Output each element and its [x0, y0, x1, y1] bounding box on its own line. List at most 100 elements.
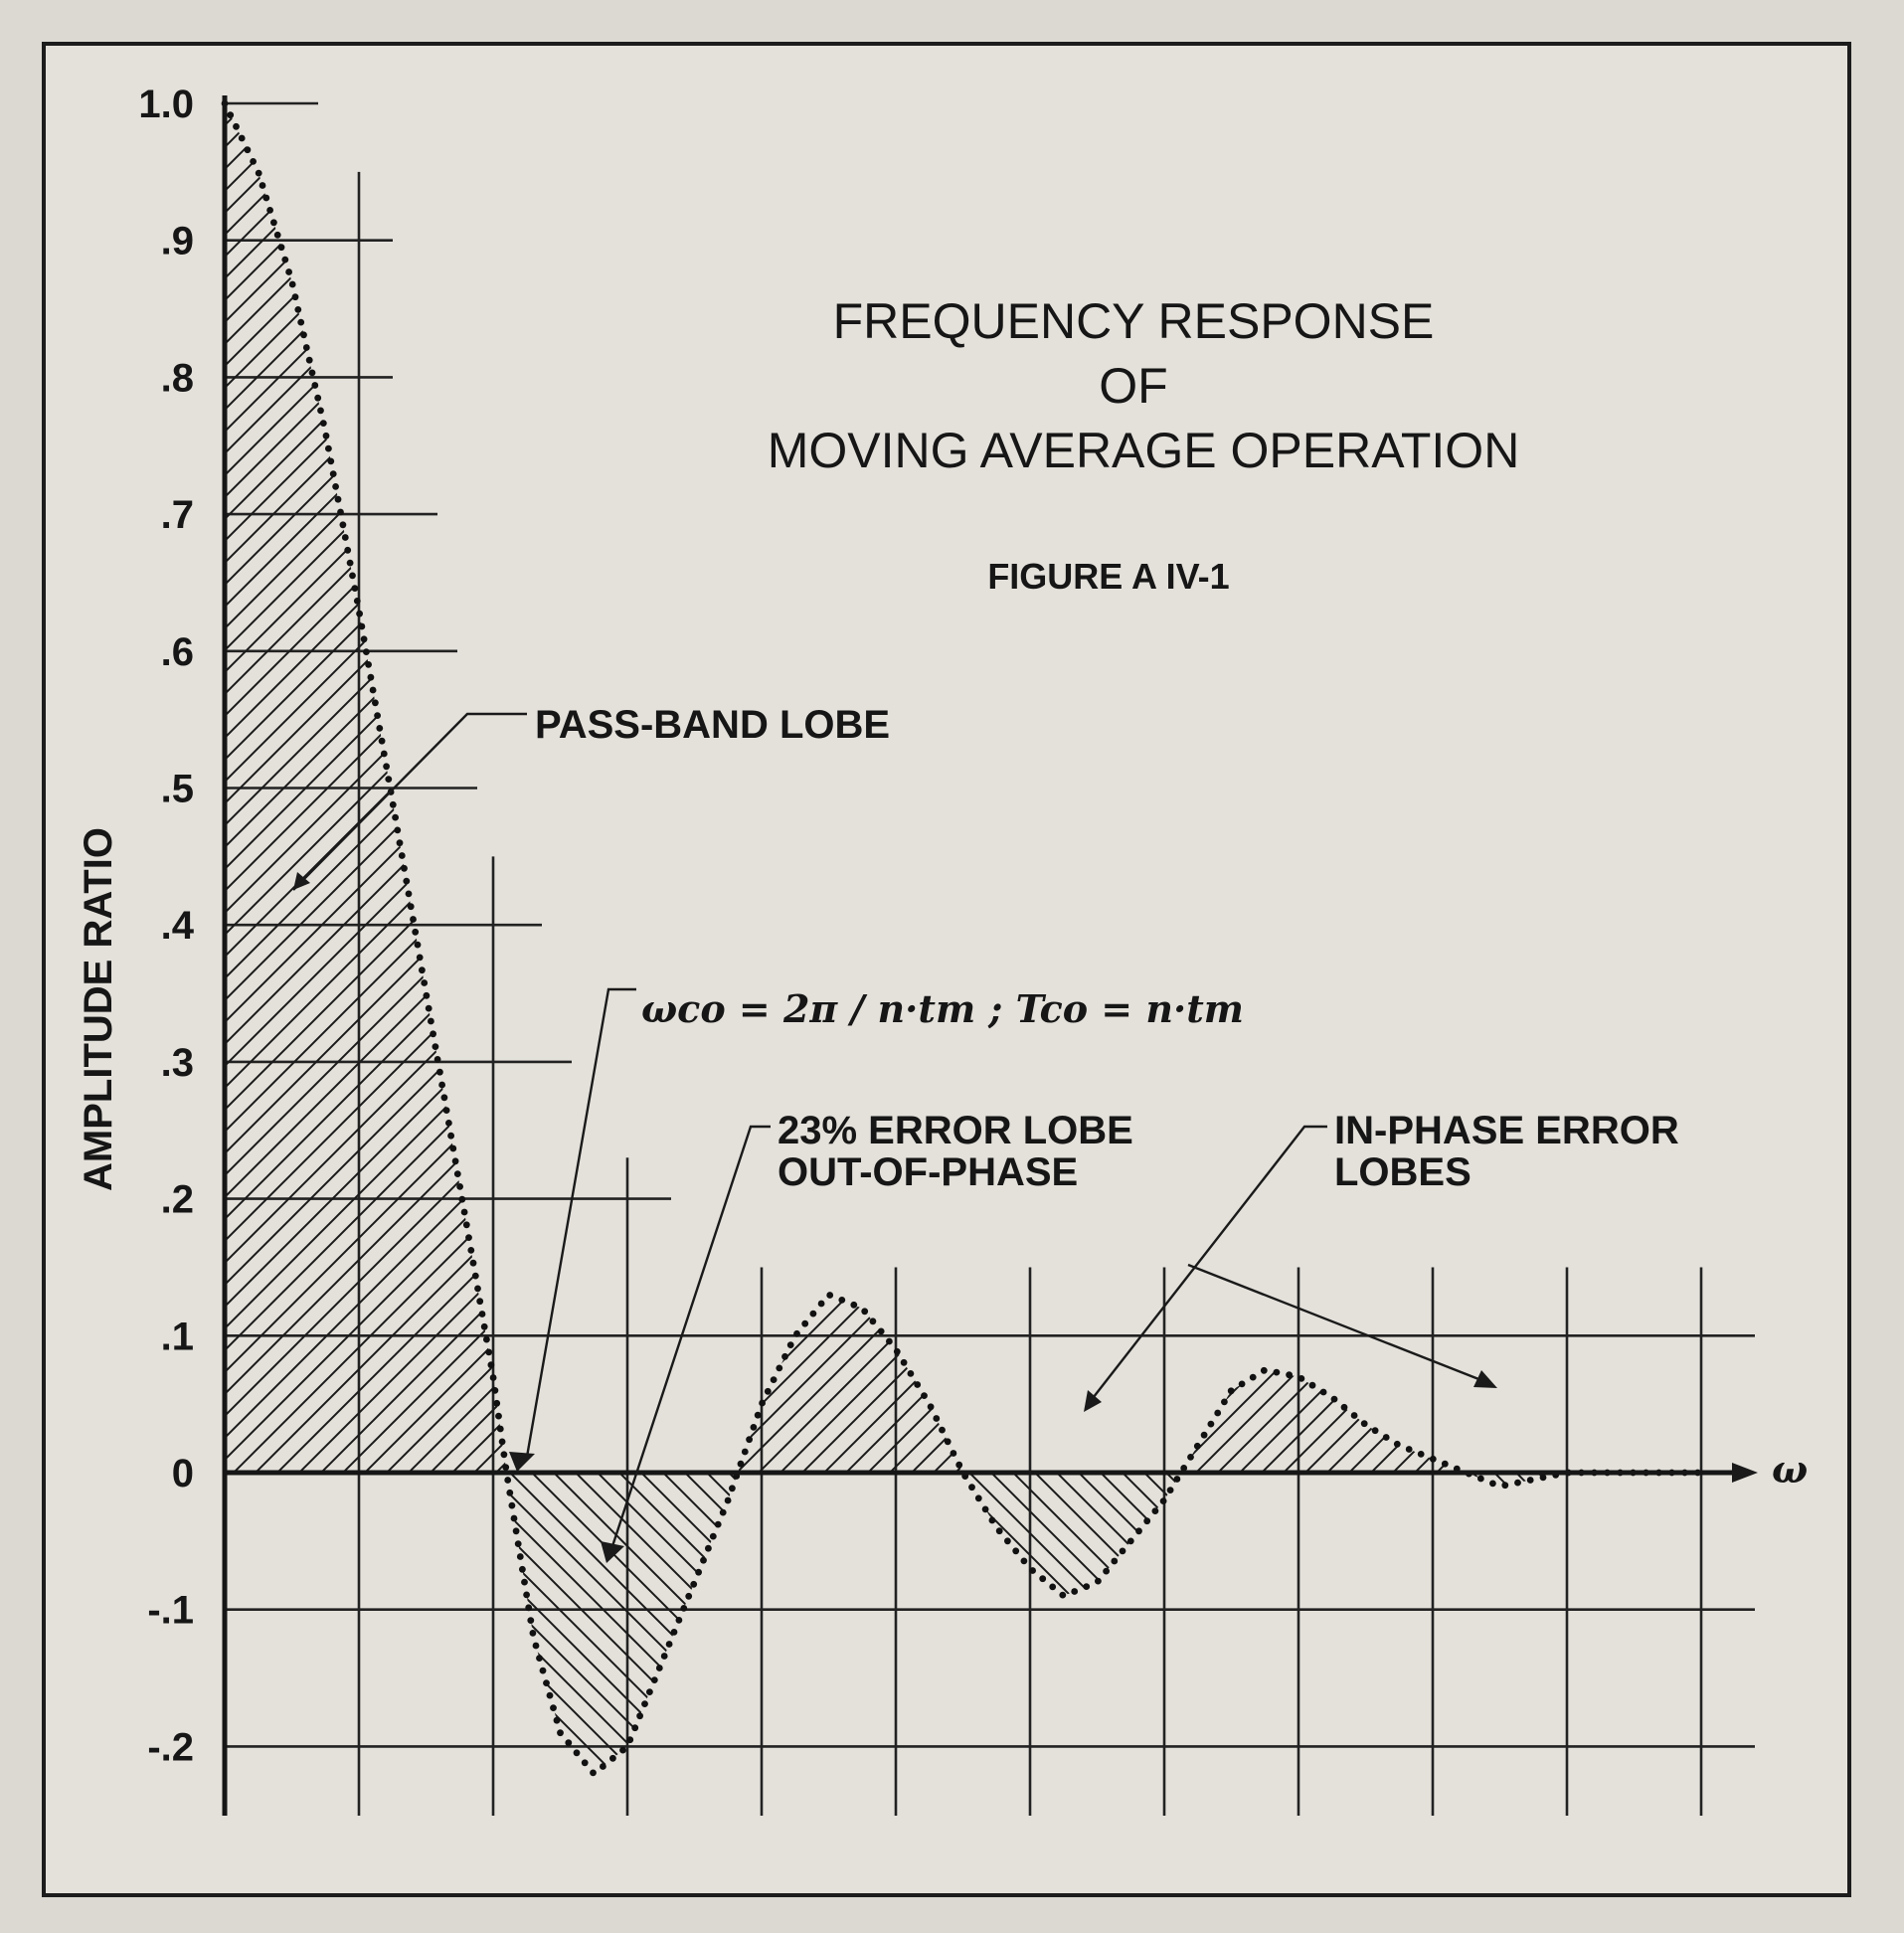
- curve-dot: [1489, 1480, 1496, 1488]
- curve-dot: [1360, 1420, 1368, 1428]
- cutoff-arrowhead: [509, 1452, 535, 1472]
- curve-dot: [719, 1508, 727, 1516]
- curve-dot: [396, 839, 404, 847]
- curve-dot: [655, 1665, 663, 1671]
- curve-dot: [504, 1477, 512, 1484]
- y-tick-label: 0: [172, 1452, 194, 1495]
- curve-dot: [432, 1043, 439, 1050]
- curve-dot: [285, 268, 292, 275]
- error-lobe-label-line-1: 23% ERROR LOBE: [778, 1109, 1133, 1152]
- curve-dot: [311, 382, 319, 389]
- curve-dot: [512, 1527, 520, 1535]
- pass-band-arrowhead: [293, 872, 310, 890]
- curve-dot: [1330, 1395, 1338, 1403]
- curve-dot: [273, 231, 281, 239]
- curve-dot: [314, 394, 322, 402]
- curve-dot: [754, 1411, 762, 1419]
- curve-dot: [968, 1484, 975, 1492]
- curve-dot: [764, 1387, 772, 1395]
- curve-dot: [861, 1308, 869, 1316]
- curve-dot: [356, 610, 363, 617]
- curve-dot: [590, 1769, 597, 1777]
- curve-dot: [1029, 1567, 1036, 1574]
- y-axis-label: AMPLITUDE RATIO: [77, 827, 120, 1191]
- curve-dot: [988, 1516, 996, 1524]
- x-axis-label: ω: [1772, 1447, 1808, 1492]
- y-tick-label: .8: [161, 356, 194, 400]
- curve-dot: [817, 1300, 825, 1308]
- curve-dot: [502, 1464, 510, 1471]
- y-tick-label: .2: [161, 1178, 194, 1222]
- curve-dot: [465, 1234, 472, 1241]
- curve-dot: [325, 444, 332, 452]
- curve-dot: [327, 457, 335, 465]
- in-phase-label-line-1: IN-PHASE ERROR: [1334, 1109, 1679, 1152]
- curve-dot: [493, 1399, 501, 1407]
- curve-dot: [480, 1322, 488, 1330]
- curve-dot: [487, 1361, 495, 1369]
- curve-dot: [300, 331, 307, 339]
- curve-dot: [631, 1724, 639, 1732]
- chart-title-line-3: MOVING AVERAGE OPERATION: [768, 423, 1520, 478]
- curve-dot: [1249, 1373, 1257, 1381]
- curve-dot: [536, 1655, 543, 1662]
- curve-dot: [510, 1514, 518, 1522]
- curve-dot: [458, 1195, 466, 1203]
- curve-dot: [741, 1448, 749, 1456]
- curve-dot: [660, 1653, 668, 1660]
- curve-dot: [297, 318, 305, 326]
- negative-lobe-fill: [225, 1473, 1701, 1774]
- curve-dot: [781, 1352, 788, 1360]
- curve-dot: [609, 1754, 616, 1762]
- y-tick-label: 1.0: [138, 83, 194, 126]
- curve-dot: [714, 1520, 722, 1528]
- curve-dot: [433, 1056, 441, 1063]
- curve-dot: [341, 534, 349, 541]
- curve-dot: [495, 1412, 502, 1420]
- curve-dot: [641, 1700, 648, 1707]
- curve-dot: [729, 1485, 736, 1493]
- curve-dot: [1193, 1442, 1201, 1450]
- curve-dot: [1405, 1446, 1413, 1453]
- curve-dot: [262, 194, 270, 202]
- curve-dot: [380, 750, 388, 758]
- curve-dot: [690, 1580, 698, 1588]
- y-tick-label: .7: [161, 493, 194, 537]
- curve-dot: [525, 1604, 533, 1612]
- curve-dot: [1126, 1537, 1134, 1545]
- figure-caption: FIGURE A IV-1: [987, 556, 1229, 597]
- curve-dot: [1071, 1588, 1079, 1595]
- curve-dot: [786, 1341, 794, 1348]
- curve-dot: [227, 111, 235, 119]
- annotation-leaders: [292, 712, 1497, 1563]
- curve-dot: [532, 1642, 540, 1650]
- curve-dot: [1429, 1455, 1437, 1463]
- curve-dot: [1238, 1380, 1246, 1388]
- curve-dot: [619, 1746, 626, 1754]
- curve-dot: [365, 661, 372, 668]
- curve-dot: [291, 293, 299, 301]
- curve-dot: [367, 673, 375, 681]
- curve-dot: [981, 1505, 989, 1513]
- curve-dot: [553, 1716, 561, 1724]
- curve-dot: [385, 776, 393, 783]
- curve-dot: [344, 546, 352, 554]
- curve-dot: [334, 495, 342, 503]
- curve-dot: [1166, 1487, 1174, 1494]
- cutoff-formula: ωco = 2π / n·tm ; Tco = n·tm: [641, 986, 1244, 1031]
- curve-dot: [319, 420, 327, 427]
- curve-dot: [1143, 1517, 1151, 1525]
- curve-dot: [521, 1578, 528, 1586]
- curve-dot: [600, 1763, 606, 1770]
- y-tick-label: .1: [161, 1315, 194, 1358]
- curve-dot: [423, 991, 431, 999]
- in-phase-arrowhead-1: [1084, 1390, 1102, 1412]
- curve-dot: [259, 182, 266, 189]
- curve-dot: [1187, 1454, 1194, 1461]
- curve-dot: [737, 1460, 745, 1468]
- curve-dot: [491, 1387, 499, 1394]
- curve-dot: [266, 207, 273, 214]
- curve-dot: [1477, 1475, 1484, 1483]
- curve-dot: [346, 559, 354, 567]
- error-lobe-label-line-2: OUT-OF-PHASE: [778, 1150, 1078, 1194]
